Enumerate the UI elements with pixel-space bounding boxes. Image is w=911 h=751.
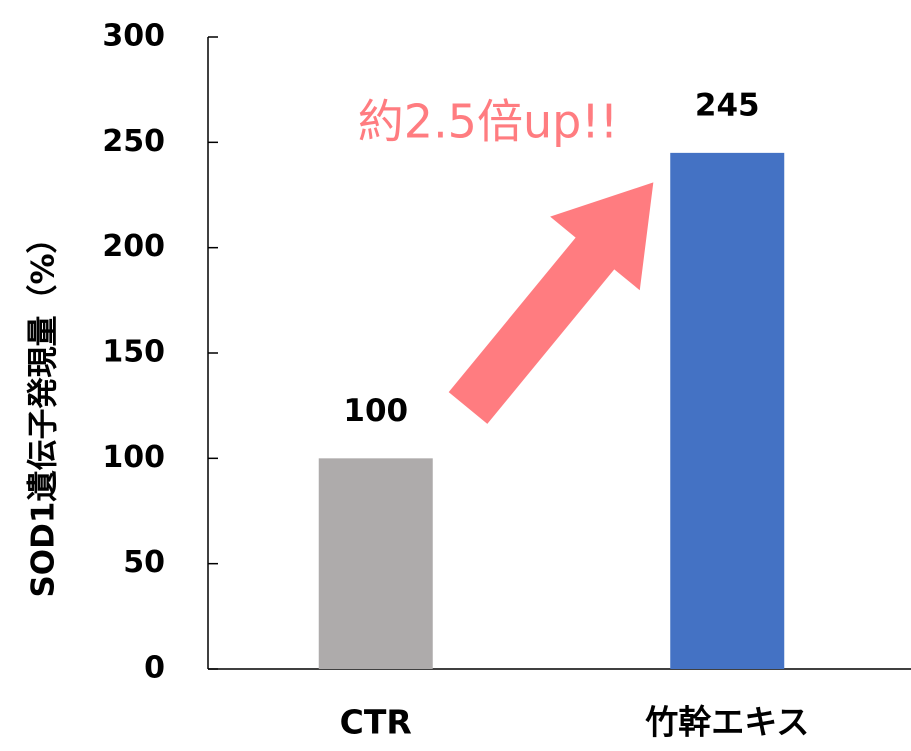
arrow-shape (448, 182, 654, 424)
y-tick-label: 150 (102, 335, 165, 370)
y-tick-label: 100 (102, 440, 165, 475)
x-tick-label: CTR (340, 703, 412, 742)
y-tick-label: 0 (144, 651, 165, 686)
y-tick-label: 50 (123, 545, 165, 580)
y-tick-label: 200 (102, 229, 165, 264)
value-label: 100 (343, 393, 408, 429)
value-label: 245 (695, 87, 760, 123)
bar (318, 458, 433, 669)
y-tick-label: 300 (102, 19, 165, 54)
arrow (448, 182, 654, 424)
bar (670, 152, 785, 669)
x-tick-label: 竹幹エキス (645, 703, 809, 742)
y-tick-label: 250 (102, 124, 165, 159)
y-axis-label: SOD1遺伝子発現量（%） (26, 222, 62, 597)
annotation: 約2.5倍up!! (358, 95, 618, 149)
